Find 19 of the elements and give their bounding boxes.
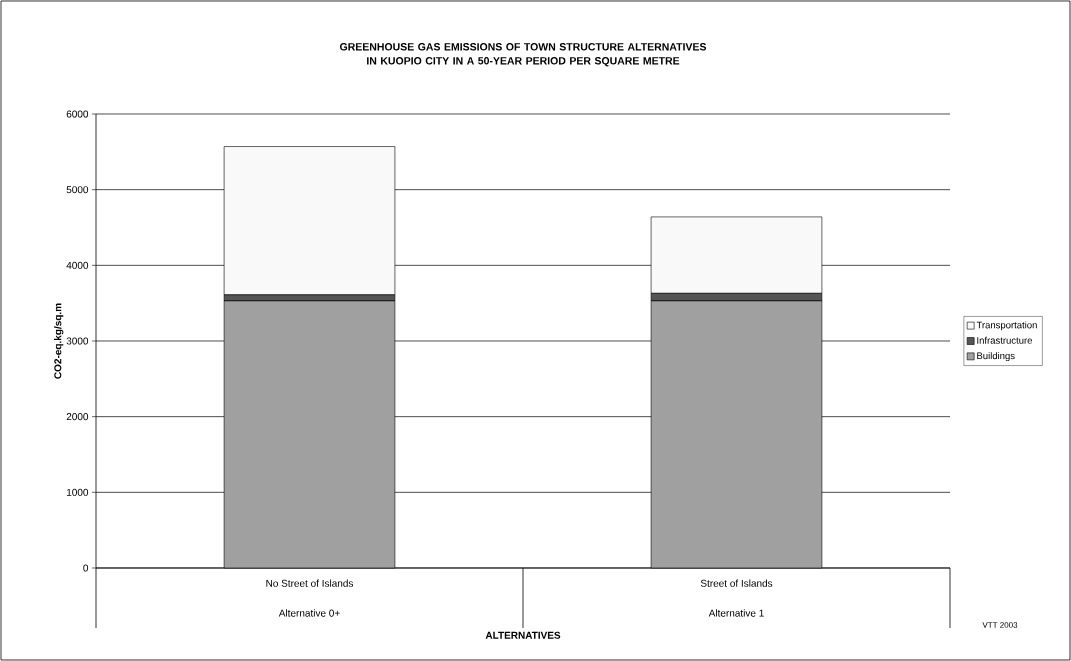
y-tick-label: 5000 [66,186,89,194]
legend-label: Buildings [977,352,1015,362]
y-tick-label: 6000 [66,110,89,118]
y-tick-label: 2000 [66,413,89,421]
y-tick-label: 1000 [67,488,89,496]
text: VTT 2003 [982,622,1018,628]
legend-label: Infrastructure [977,336,1033,344]
x-axis-title: ALTERNATIVES [485,631,561,639]
y-tick-label: 3000 [66,337,89,345]
y-tick-label: 4000 [66,261,89,269]
legend-label: Transportation [976,321,1037,331]
bar [223,146,396,296]
x-tick-label: Street of Islands [700,579,773,587]
y-tick-label: 0 [83,564,89,572]
y-axis-title: CO2-eq.kg/sq.m [54,303,64,379]
text: Alternative 0+ [278,609,340,617]
text: Alternative 1 [708,609,764,617]
chart-title: GREENHOUSE GAS EMISSIONS OF TOWN STRUCTURE ALTERNATIVES IN KUOPIO CITY IN A 50-YEAR PERIOD PER SQUARE METRE [339,43,707,67]
x-tick-label: No Street of Islands [266,579,354,587]
